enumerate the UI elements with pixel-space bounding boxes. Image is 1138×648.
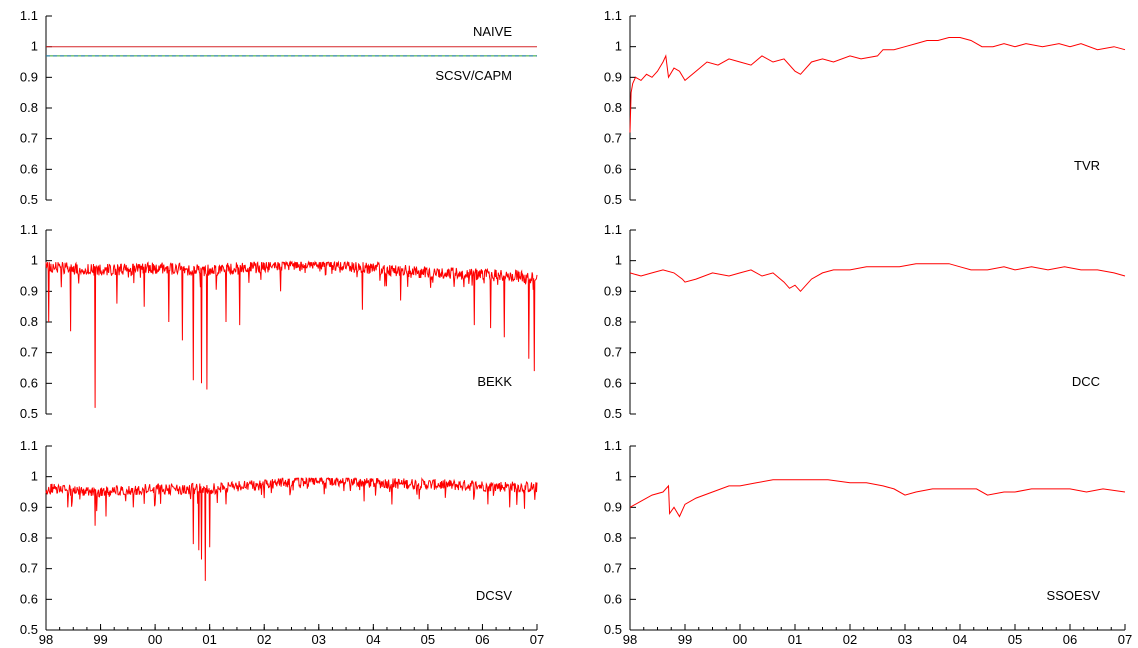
y-tick-label: 1: [31, 469, 38, 484]
y-tick-label: 0.8: [20, 100, 38, 115]
y-tick-label: 0.7: [604, 345, 622, 360]
y-tick-label: 0.5: [604, 622, 622, 637]
x-tick-label: 04: [953, 632, 967, 647]
y-tick-label: 1: [31, 253, 38, 268]
x-tick-label: 05: [421, 632, 435, 647]
y-tick-label: 0.8: [604, 100, 622, 115]
y-tick-label: 1.1: [604, 438, 622, 453]
x-tick-label: 01: [788, 632, 802, 647]
x-tick-label: 05: [1008, 632, 1022, 647]
x-tick-label: 06: [475, 632, 489, 647]
panel-label-secondary: SCSV/CAPM: [435, 68, 512, 83]
y-tick-label: 0.7: [20, 345, 38, 360]
y-tick-label: 0.8: [20, 314, 38, 329]
x-tick-label: 06: [1063, 632, 1077, 647]
x-tick-label: 03: [898, 632, 912, 647]
x-tick-label: 99: [93, 632, 107, 647]
x-tick-label: 07: [1118, 632, 1132, 647]
y-tick-label: 1.1: [20, 222, 38, 237]
panel-label: TVR: [1074, 158, 1100, 173]
y-tick-label: 1.1: [20, 438, 38, 453]
y-tick-label: 1: [615, 469, 622, 484]
x-tick-label: 00: [733, 632, 747, 647]
y-tick-label: 0.9: [20, 283, 38, 298]
y-tick-label: 0.8: [604, 530, 622, 545]
x-tick-label: 07: [530, 632, 544, 647]
y-tick-label: 0.7: [20, 131, 38, 146]
y-tick-label: 0.6: [20, 591, 38, 606]
y-tick-label: 0.9: [20, 69, 38, 84]
y-tick-label: 0.9: [604, 499, 622, 514]
x-tick-label: 02: [843, 632, 857, 647]
x-tick-label: 02: [257, 632, 271, 647]
y-tick-label: 1.1: [604, 222, 622, 237]
y-tick-label: 0.6: [604, 375, 622, 390]
y-tick-label: 0.6: [604, 591, 622, 606]
y-tick-label: 0.5: [20, 406, 38, 421]
y-tick-label: 1.1: [20, 8, 38, 23]
series-line: [45, 260, 538, 408]
y-tick-label: 0.6: [604, 161, 622, 176]
y-tick-label: 0.5: [604, 406, 622, 421]
panel-label: BEKK: [477, 374, 512, 389]
x-tick-label: 00: [148, 632, 162, 647]
y-tick-label: 0.9: [20, 499, 38, 514]
x-tick-label: 98: [623, 632, 637, 647]
y-tick-label: 1: [31, 39, 38, 54]
y-tick-label: 0.5: [20, 192, 38, 207]
y-tick-label: 0.7: [604, 131, 622, 146]
x-tick-label: 98: [39, 632, 53, 647]
x-tick-label: 03: [312, 632, 326, 647]
panel-label: SSOESV: [1047, 588, 1101, 603]
x-tick-label: 99: [678, 632, 692, 647]
y-tick-label: 0.9: [604, 283, 622, 298]
series-line: [629, 479, 1126, 518]
y-tick-label: 0.5: [604, 192, 622, 207]
y-tick-label: 0.6: [20, 161, 38, 176]
y-tick-label: 1: [615, 39, 622, 54]
y-tick-label: 0.8: [20, 530, 38, 545]
y-tick-label: 0.8: [604, 314, 622, 329]
panel-label: NAIVE: [473, 24, 512, 39]
y-tick-label: 1.1: [604, 8, 622, 23]
series-line: [629, 37, 1126, 133]
series-line: [629, 263, 1126, 293]
panel-label: DCSV: [476, 588, 512, 603]
x-tick-label: 01: [202, 632, 216, 647]
y-tick-label: 0.7: [20, 561, 38, 576]
y-tick-label: 0.6: [20, 375, 38, 390]
panel-label: DCC: [1072, 374, 1100, 389]
y-tick-label: 1: [615, 253, 622, 268]
x-tick-label: 04: [366, 632, 380, 647]
series-line: [45, 476, 538, 581]
y-tick-label: 0.9: [604, 69, 622, 84]
y-tick-label: 0.5: [20, 622, 38, 637]
y-tick-label: 0.7: [604, 561, 622, 576]
